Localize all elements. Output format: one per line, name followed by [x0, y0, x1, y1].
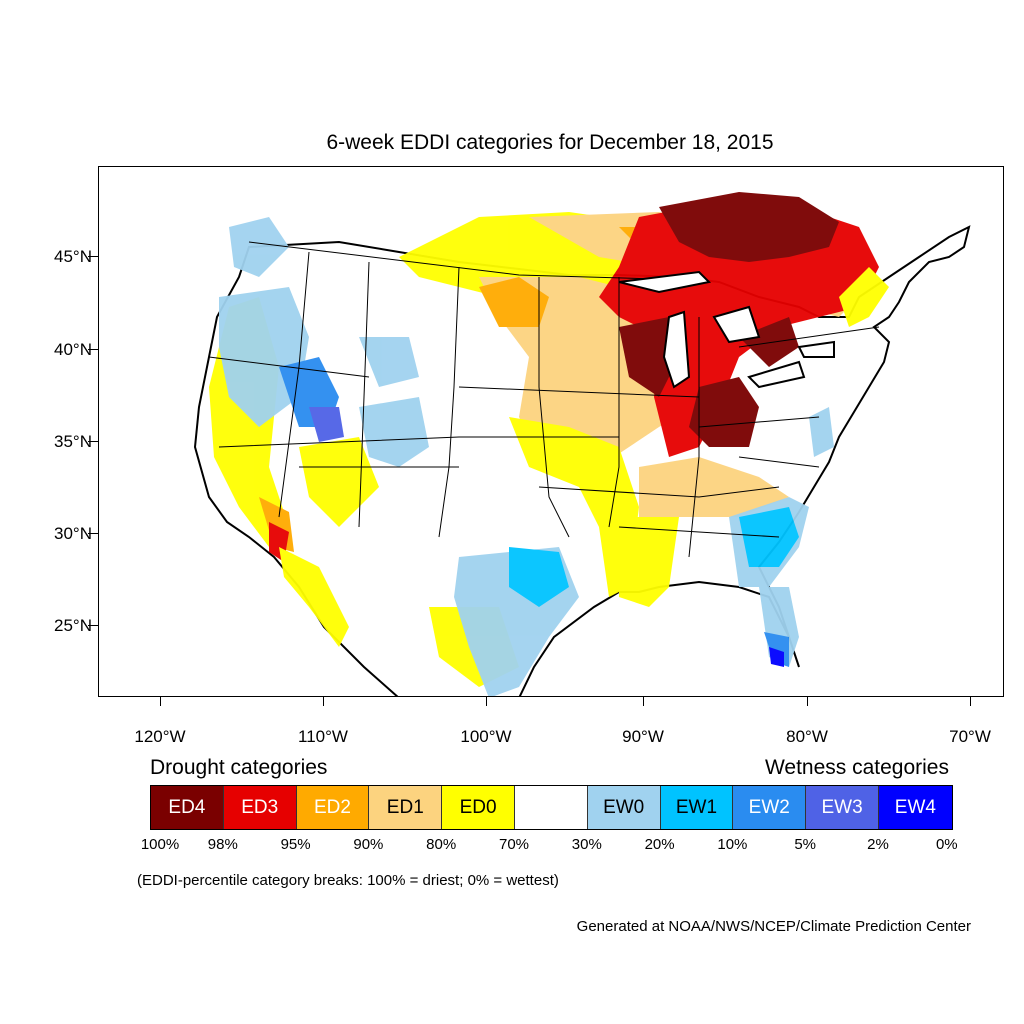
- lat-tick: [88, 441, 98, 442]
- drought-heading: Drought categories: [150, 756, 328, 779]
- eddi-map: [193, 192, 971, 696]
- lon-tick: [160, 697, 161, 706]
- legend-break-label: 0%: [935, 836, 958, 853]
- legend-break-label: 90%: [353, 836, 384, 853]
- legend-box-ed4: ED4: [151, 786, 224, 829]
- lat-tick: [88, 349, 98, 350]
- lon-label: 90°W: [622, 727, 664, 746]
- lat-label: 40°N: [54, 340, 92, 359]
- legend-break-label: 2%: [867, 836, 889, 853]
- legend-break-label: 20%: [644, 836, 675, 853]
- legend-colorbar: ED4 ED3 ED2 ED1 ED0 EW0 EW1 EW2 EW3 EW4: [150, 785, 953, 830]
- map-panel: [98, 166, 1004, 697]
- lat-tick: [88, 256, 98, 257]
- lon-tick: [970, 697, 971, 706]
- legend-box-ew1: EW1: [660, 786, 734, 829]
- wetness-heading: Wetness categories: [764, 756, 949, 779]
- lon-tick: [643, 697, 644, 706]
- legend-box-ew4: EW4: [878, 786, 952, 829]
- legend-break-label: 80%: [426, 836, 457, 853]
- legend-break-label: 100%: [140, 836, 180, 853]
- map-title: 6-week EDDI categories for December 18, …: [326, 131, 774, 154]
- category-note: (EDDI-percentile category breaks: 100% =…: [137, 872, 559, 889]
- legend-break-label: 95%: [280, 836, 311, 853]
- lon-label: 70°W: [949, 727, 991, 746]
- lat-tick: [88, 625, 98, 626]
- great-lakes: [618, 270, 835, 389]
- state-boundaries: [208, 241, 880, 558]
- legend-box-ed1: ED1: [369, 786, 443, 829]
- legend-box-ed2: ED2: [296, 786, 370, 829]
- legend-break-label: 5%: [794, 836, 817, 853]
- legend-box-ew3: EW3: [806, 786, 879, 829]
- credit-line: Generated at NOAA/NWS/NCEP/Climate Predi…: [576, 918, 971, 935]
- legend-box-neutral: [514, 786, 588, 829]
- lon-label: 120°W: [134, 727, 186, 746]
- legend-box-ed3: ED3: [223, 786, 297, 829]
- lat-label: 45°N: [54, 247, 92, 266]
- legend-box-ew2: EW2: [733, 786, 807, 829]
- lon-tick: [323, 697, 324, 706]
- lon-label: 100°W: [460, 727, 512, 746]
- legend-box-ew0: EW0: [587, 786, 661, 829]
- lat-tick: [88, 533, 98, 534]
- legend-break-label: 30%: [571, 836, 602, 853]
- wetness-regions: [219, 217, 834, 696]
- lat-label: 30°N: [54, 524, 92, 543]
- lon-tick: [807, 697, 808, 706]
- legend-break-label: 70%: [498, 836, 530, 853]
- lat-label: 35°N: [54, 432, 92, 451]
- legend-break-label: 10%: [717, 836, 748, 853]
- lat-label: 25°N: [54, 616, 92, 635]
- legend-box-ed0: ED0: [442, 786, 515, 829]
- lon-tick: [486, 697, 487, 706]
- lon-label: 80°W: [786, 727, 828, 746]
- legend-break-label: 98%: [207, 836, 238, 853]
- lon-label: 110°W: [298, 727, 348, 746]
